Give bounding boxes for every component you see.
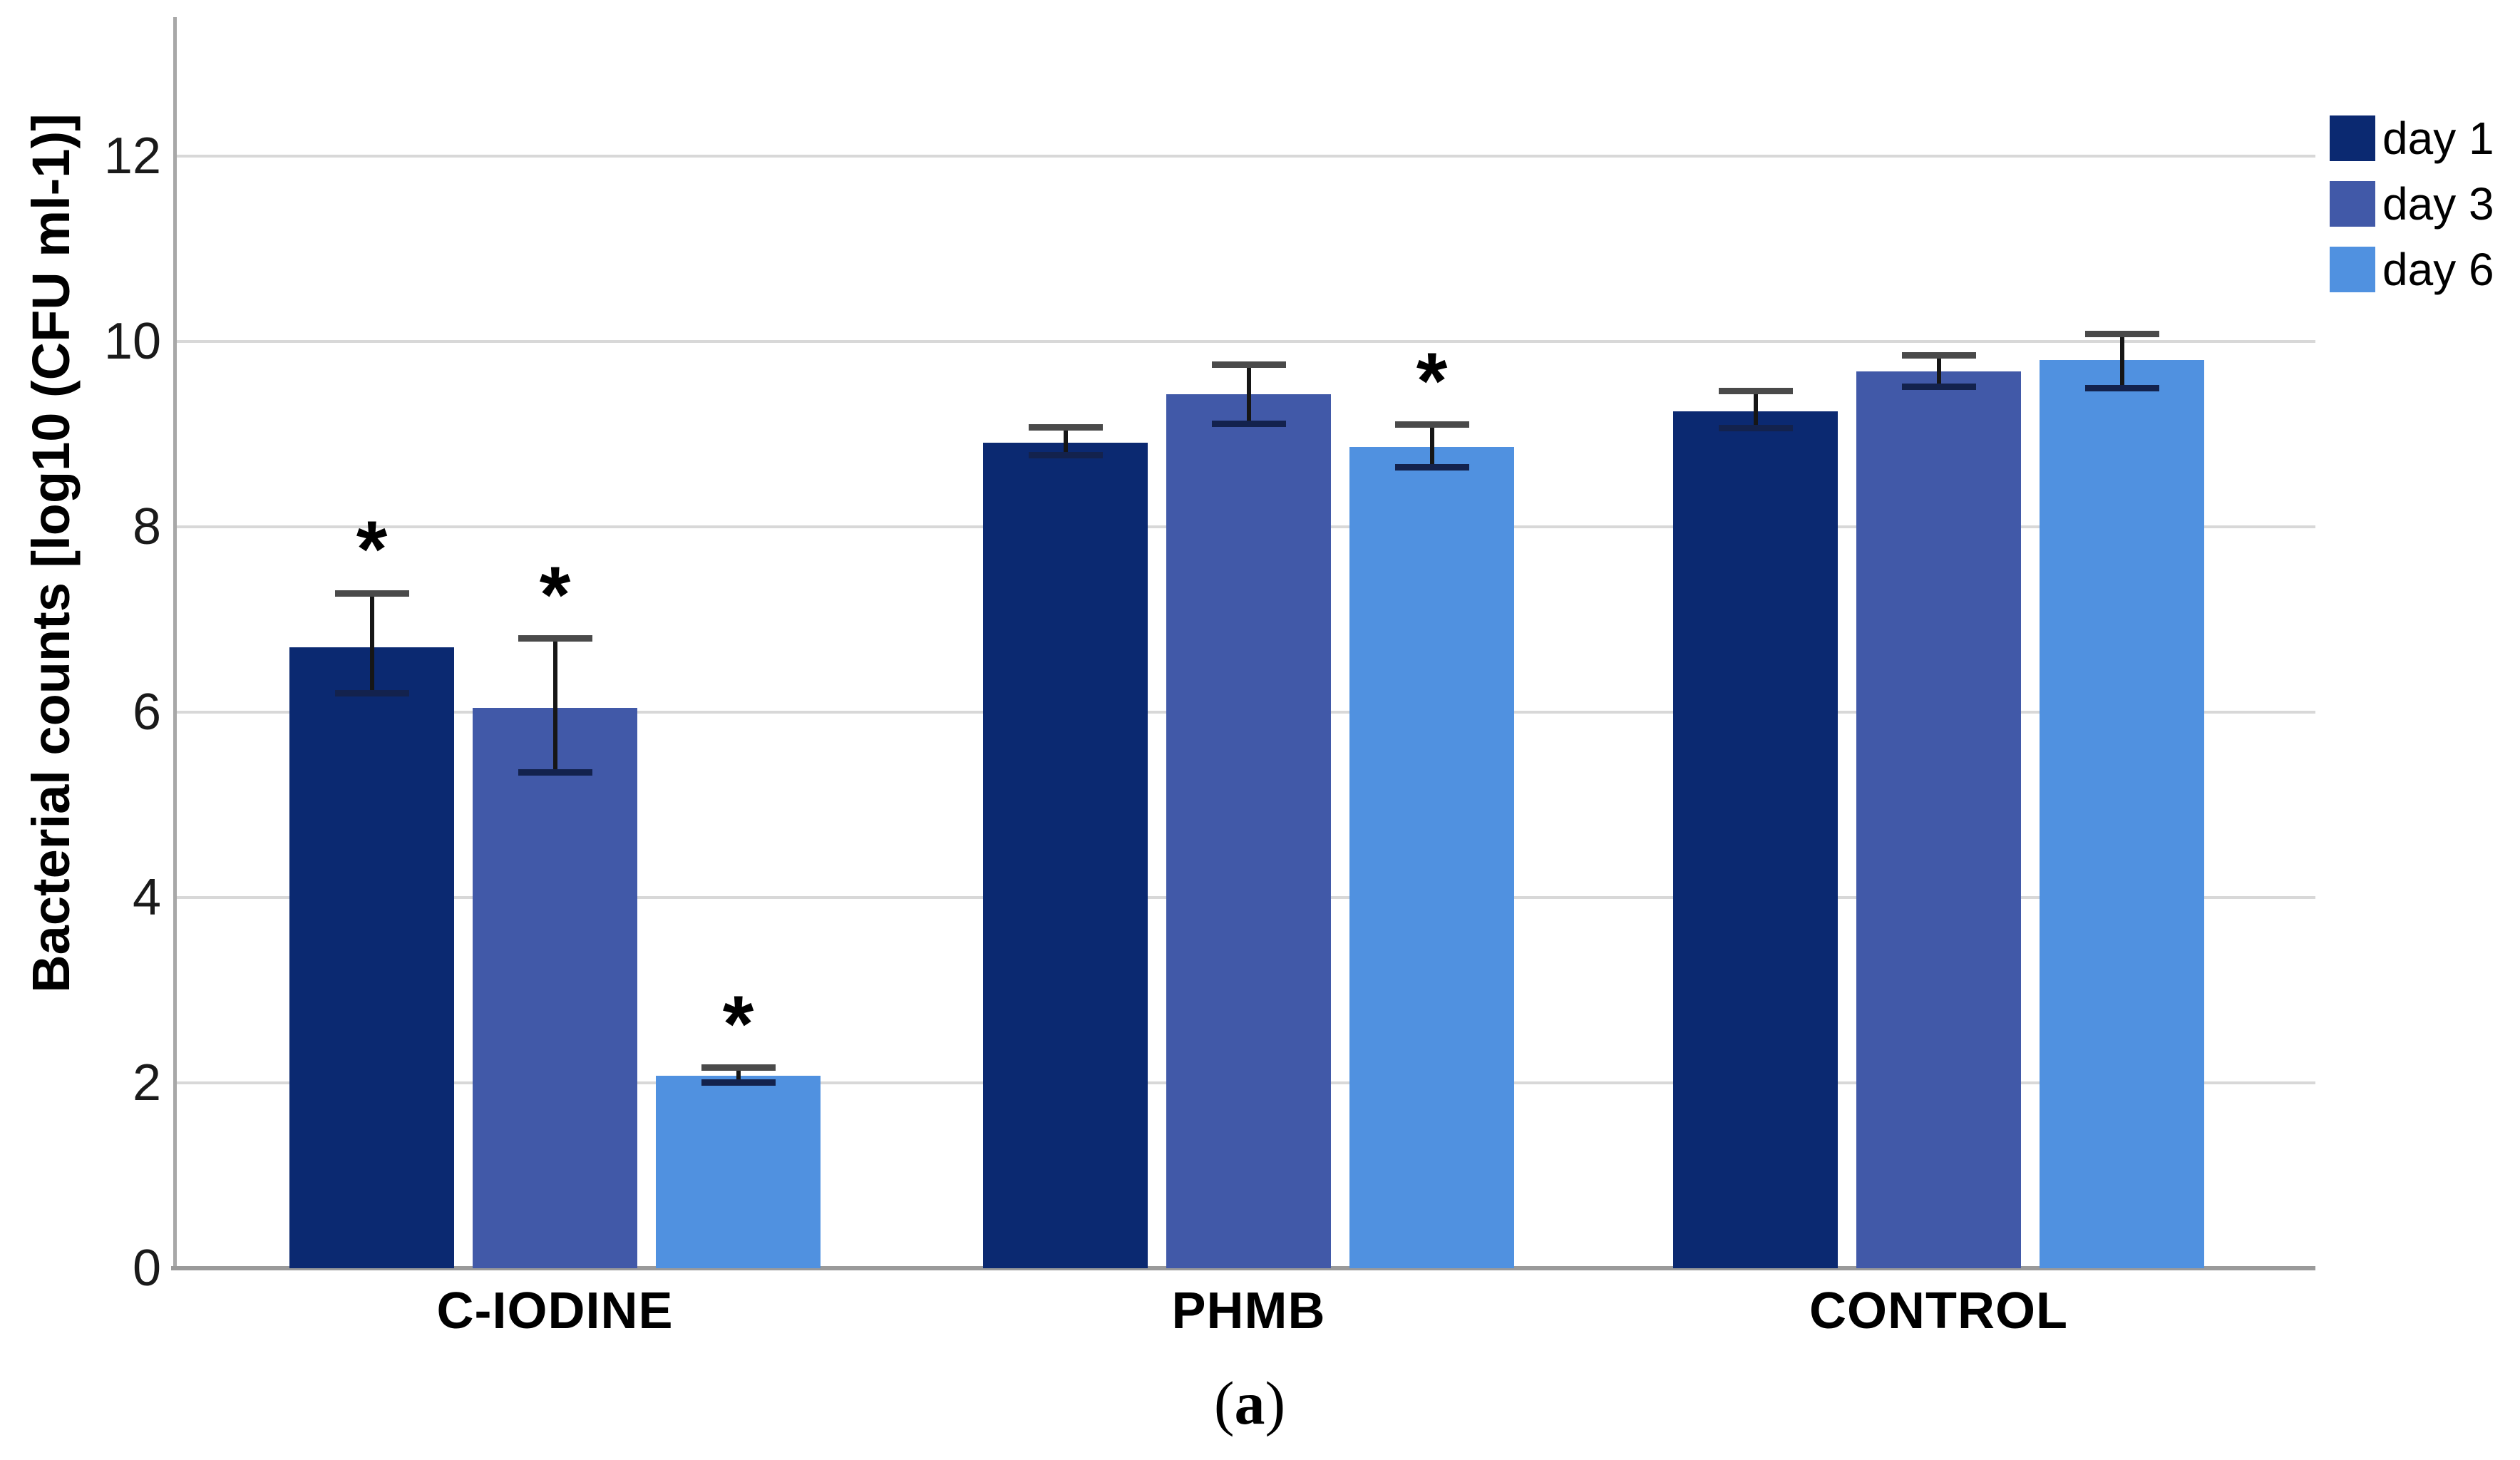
error-bar-stem	[1063, 427, 1068, 456]
error-bar-cap-top	[518, 635, 592, 642]
error-bar-stem	[1429, 425, 1434, 468]
legend-swatch	[2330, 247, 2375, 292]
bar	[983, 442, 1148, 1268]
bar	[656, 1075, 821, 1268]
bar	[1856, 371, 2021, 1268]
error-bar-cap-top	[1718, 388, 1793, 395]
y-tick-label: 12	[103, 128, 161, 185]
legend-label: day 3	[2382, 178, 2494, 230]
y-tick-label: 0	[132, 1240, 161, 1297]
bar	[1349, 447, 1514, 1268]
error-bar-cap-top	[334, 590, 409, 597]
bar	[473, 707, 637, 1268]
legend: day 1 day 3 day 6	[2330, 106, 2494, 302]
error-bar-stem	[1753, 391, 1758, 429]
legend-item: day 1	[2330, 106, 2494, 171]
category-label: PHMB	[1171, 1282, 1326, 1340]
error-bar-cap-bottom	[334, 690, 409, 696]
bar	[289, 647, 454, 1268]
y-tick-label: 8	[132, 498, 161, 555]
x-axis-line	[171, 1266, 2315, 1270]
error-bar-stem	[1936, 355, 1941, 387]
legend-item: day 6	[2330, 237, 2494, 302]
category-label: CONTROL	[1809, 1282, 2068, 1340]
error-bar-cap-bottom	[518, 768, 592, 776]
y-tick-label: 2	[132, 1054, 161, 1111]
error-bar-cap-bottom	[1394, 463, 1469, 471]
error-bar-stem	[552, 639, 557, 773]
gridline	[173, 340, 2315, 343]
error-bar-cap-top	[1028, 423, 1103, 431]
error-bar-cap-bottom	[1028, 451, 1103, 458]
legend-label: day 1	[2382, 113, 2494, 164]
error-bar-cap-top	[1394, 421, 1469, 428]
bar	[2040, 360, 2204, 1268]
figure-caption: (a)	[1036, 1367, 1464, 1439]
y-tick-label: 4	[132, 869, 161, 926]
legend-item: day 3	[2330, 171, 2494, 237]
error-bar-cap-bottom	[701, 1079, 776, 1086]
error-bar-stem	[1246, 364, 1251, 424]
caption-close-paren: )	[1265, 1369, 1286, 1437]
error-bar-cap-bottom	[2084, 385, 2159, 392]
bar	[1166, 394, 1331, 1268]
error-bar-cap-top	[2084, 330, 2159, 337]
error-bar-cap-top	[701, 1064, 776, 1071]
caption-open-paren: (	[1213, 1369, 1235, 1437]
error-bar-stem	[369, 593, 374, 694]
error-bar-stem	[736, 1068, 741, 1083]
error-bar-cap-bottom	[1901, 383, 1976, 390]
error-bar-stem	[2119, 334, 2124, 389]
y-tick-label: 6	[132, 684, 161, 741]
gridline	[173, 155, 2315, 158]
legend-swatch	[2330, 181, 2375, 227]
significance-asterisk: *	[539, 550, 571, 640]
significance-asterisk: *	[1416, 336, 1448, 426]
legend-label: day 6	[2382, 244, 2494, 295]
error-bar-cap-top	[1901, 351, 1976, 359]
category-label: C-IODINE	[436, 1282, 674, 1340]
caption-letter: a	[1234, 1369, 1265, 1437]
significance-asterisk: *	[356, 505, 388, 595]
error-bar-cap-bottom	[1211, 420, 1286, 427]
error-bar-cap-top	[1211, 361, 1286, 368]
legend-swatch	[2330, 115, 2375, 161]
y-tick-label: 10	[103, 313, 161, 370]
error-bar-cap-bottom	[1718, 425, 1793, 432]
significance-asterisk: *	[722, 980, 754, 1069]
plot-area: * * * *	[175, 17, 2315, 1268]
y-axis-line	[173, 17, 177, 1268]
bar	[1673, 411, 1838, 1268]
